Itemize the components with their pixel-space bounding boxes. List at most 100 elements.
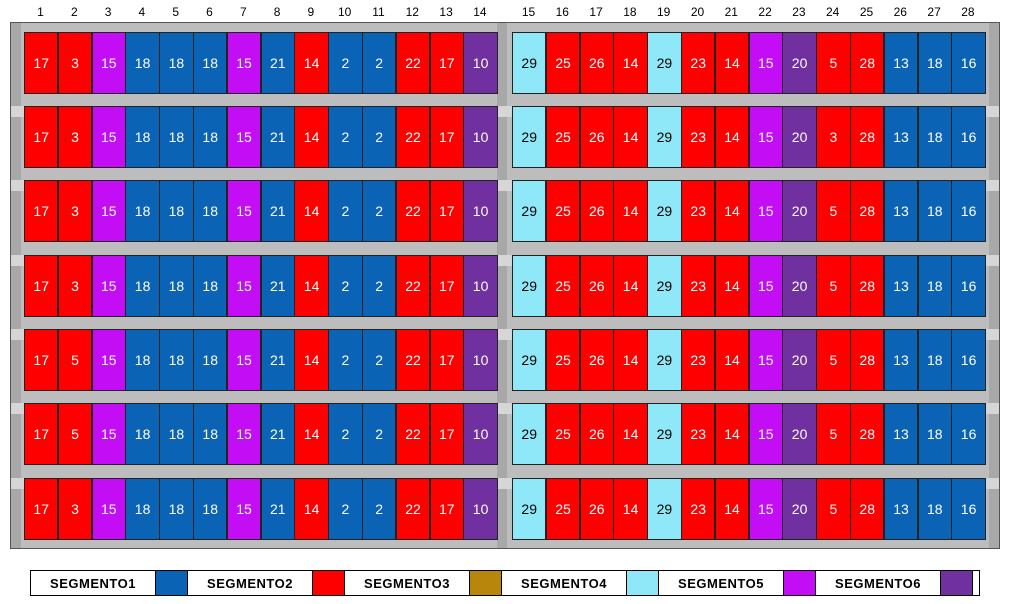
slot-cell[interactable]: 16 — [951, 180, 986, 242]
slot-cell[interactable]: 2 — [362, 403, 397, 465]
slot-cell[interactable]: 3 — [816, 106, 851, 168]
slot-cell[interactable]: 25 — [545, 329, 581, 391]
slot-cell[interactable]: 2 — [328, 32, 363, 94]
slot-cell[interactable]: 5 — [816, 478, 851, 540]
slot-cell[interactable]: 15 — [91, 32, 126, 94]
slot-cell[interactable]: 15 — [91, 255, 126, 317]
slot-cell[interactable]: 20 — [782, 403, 817, 465]
slot-cell[interactable]: 14 — [613, 32, 648, 94]
slot-cell[interactable]: 2 — [362, 255, 397, 317]
slot-cell[interactable]: 25 — [545, 32, 581, 94]
slot-cell[interactable]: 15 — [226, 255, 262, 317]
slot-cell[interactable]: 20 — [782, 329, 817, 391]
slot-cell[interactable]: 10 — [463, 32, 498, 94]
slot-cell[interactable]: 22 — [395, 329, 431, 391]
slot-cell[interactable]: 29 — [512, 329, 547, 391]
slot-cell[interactable]: 15 — [91, 478, 126, 540]
slot-cell[interactable]: 18 — [193, 403, 228, 465]
slot-cell[interactable]: 13 — [883, 106, 919, 168]
slot-cell[interactable]: 22 — [395, 180, 431, 242]
slot-cell[interactable]: 29 — [647, 106, 682, 168]
slot-cell[interactable]: 14 — [294, 255, 329, 317]
slot-cell[interactable]: 28 — [850, 32, 885, 94]
slot-cell[interactable]: 14 — [613, 255, 648, 317]
slot-cell[interactable]: 17 — [24, 403, 59, 465]
slot-cell[interactable]: 18 — [159, 403, 194, 465]
slot-cell[interactable]: 17 — [24, 32, 59, 94]
slot-cell[interactable]: 26 — [579, 255, 614, 317]
slot-cell[interactable]: 18 — [917, 329, 952, 391]
slot-cell[interactable]: 23 — [681, 329, 716, 391]
slot-cell[interactable]: 3 — [57, 180, 93, 242]
slot-cell[interactable]: 18 — [125, 32, 160, 94]
slot-cell[interactable]: 29 — [647, 32, 682, 94]
slot-cell[interactable]: 14 — [714, 329, 750, 391]
slot-cell[interactable]: 13 — [883, 180, 919, 242]
slot-cell[interactable]: 25 — [545, 255, 581, 317]
slot-cell[interactable]: 14 — [613, 478, 648, 540]
slot-cell[interactable]: 29 — [647, 478, 682, 540]
slot-cell[interactable]: 17 — [24, 180, 59, 242]
slot-cell[interactable]: 2 — [328, 329, 363, 391]
slot-cell[interactable]: 17 — [429, 180, 464, 242]
slot-cell[interactable]: 18 — [917, 180, 952, 242]
slot-cell[interactable]: 2 — [362, 478, 397, 540]
slot-cell[interactable]: 18 — [125, 255, 160, 317]
slot-cell[interactable]: 2 — [362, 32, 397, 94]
slot-cell[interactable]: 21 — [260, 32, 295, 94]
slot-cell[interactable]: 2 — [362, 180, 397, 242]
slot-cell[interactable]: 17 — [429, 32, 464, 94]
slot-cell[interactable]: 18 — [917, 106, 952, 168]
slot-cell[interactable]: 16 — [951, 403, 986, 465]
slot-cell[interactable]: 18 — [193, 180, 228, 242]
slot-cell[interactable]: 10 — [463, 180, 498, 242]
slot-cell[interactable]: 18 — [917, 403, 952, 465]
slot-cell[interactable]: 15 — [226, 106, 262, 168]
slot-cell[interactable]: 29 — [647, 403, 682, 465]
slot-cell[interactable]: 18 — [159, 255, 194, 317]
slot-cell[interactable]: 20 — [782, 32, 817, 94]
slot-cell[interactable]: 5 — [57, 329, 93, 391]
slot-cell[interactable]: 20 — [782, 478, 817, 540]
slot-cell[interactable]: 3 — [57, 478, 93, 540]
slot-cell[interactable]: 2 — [328, 255, 363, 317]
slot-cell[interactable]: 28 — [850, 403, 885, 465]
slot-cell[interactable]: 23 — [681, 106, 716, 168]
slot-cell[interactable]: 29 — [512, 478, 547, 540]
slot-cell[interactable]: 17 — [429, 329, 464, 391]
slot-cell[interactable]: 3 — [57, 32, 93, 94]
slot-cell[interactable]: 28 — [850, 478, 885, 540]
slot-cell[interactable]: 17 — [429, 478, 464, 540]
slot-cell[interactable]: 17 — [24, 329, 59, 391]
slot-cell[interactable]: 28 — [850, 255, 885, 317]
slot-cell[interactable]: 18 — [159, 106, 194, 168]
slot-cell[interactable]: 23 — [681, 32, 716, 94]
slot-cell[interactable]: 18 — [917, 478, 952, 540]
slot-cell[interactable]: 26 — [579, 403, 614, 465]
slot-cell[interactable]: 5 — [816, 329, 851, 391]
slot-cell[interactable]: 14 — [613, 180, 648, 242]
slot-cell[interactable]: 14 — [294, 478, 329, 540]
slot-cell[interactable]: 15 — [748, 180, 783, 242]
slot-cell[interactable]: 17 — [429, 106, 464, 168]
slot-cell[interactable]: 22 — [395, 106, 431, 168]
slot-cell[interactable]: 18 — [125, 106, 160, 168]
slot-cell[interactable]: 15 — [226, 478, 262, 540]
slot-cell[interactable]: 18 — [159, 180, 194, 242]
slot-cell[interactable]: 14 — [613, 403, 648, 465]
slot-cell[interactable]: 21 — [260, 180, 295, 242]
slot-cell[interactable]: 10 — [463, 106, 498, 168]
slot-cell[interactable]: 18 — [159, 32, 194, 94]
slot-cell[interactable]: 2 — [328, 478, 363, 540]
slot-cell[interactable]: 13 — [883, 329, 919, 391]
slot-cell[interactable]: 26 — [579, 329, 614, 391]
slot-cell[interactable]: 26 — [579, 180, 614, 242]
slot-cell[interactable]: 10 — [463, 403, 498, 465]
slot-cell[interactable]: 23 — [681, 403, 716, 465]
slot-cell[interactable]: 16 — [951, 32, 986, 94]
slot-cell[interactable]: 15 — [748, 106, 783, 168]
slot-cell[interactable]: 10 — [463, 255, 498, 317]
slot-cell[interactable]: 15 — [91, 329, 126, 391]
slot-cell[interactable]: 25 — [545, 180, 581, 242]
slot-cell[interactable]: 15 — [226, 32, 262, 94]
